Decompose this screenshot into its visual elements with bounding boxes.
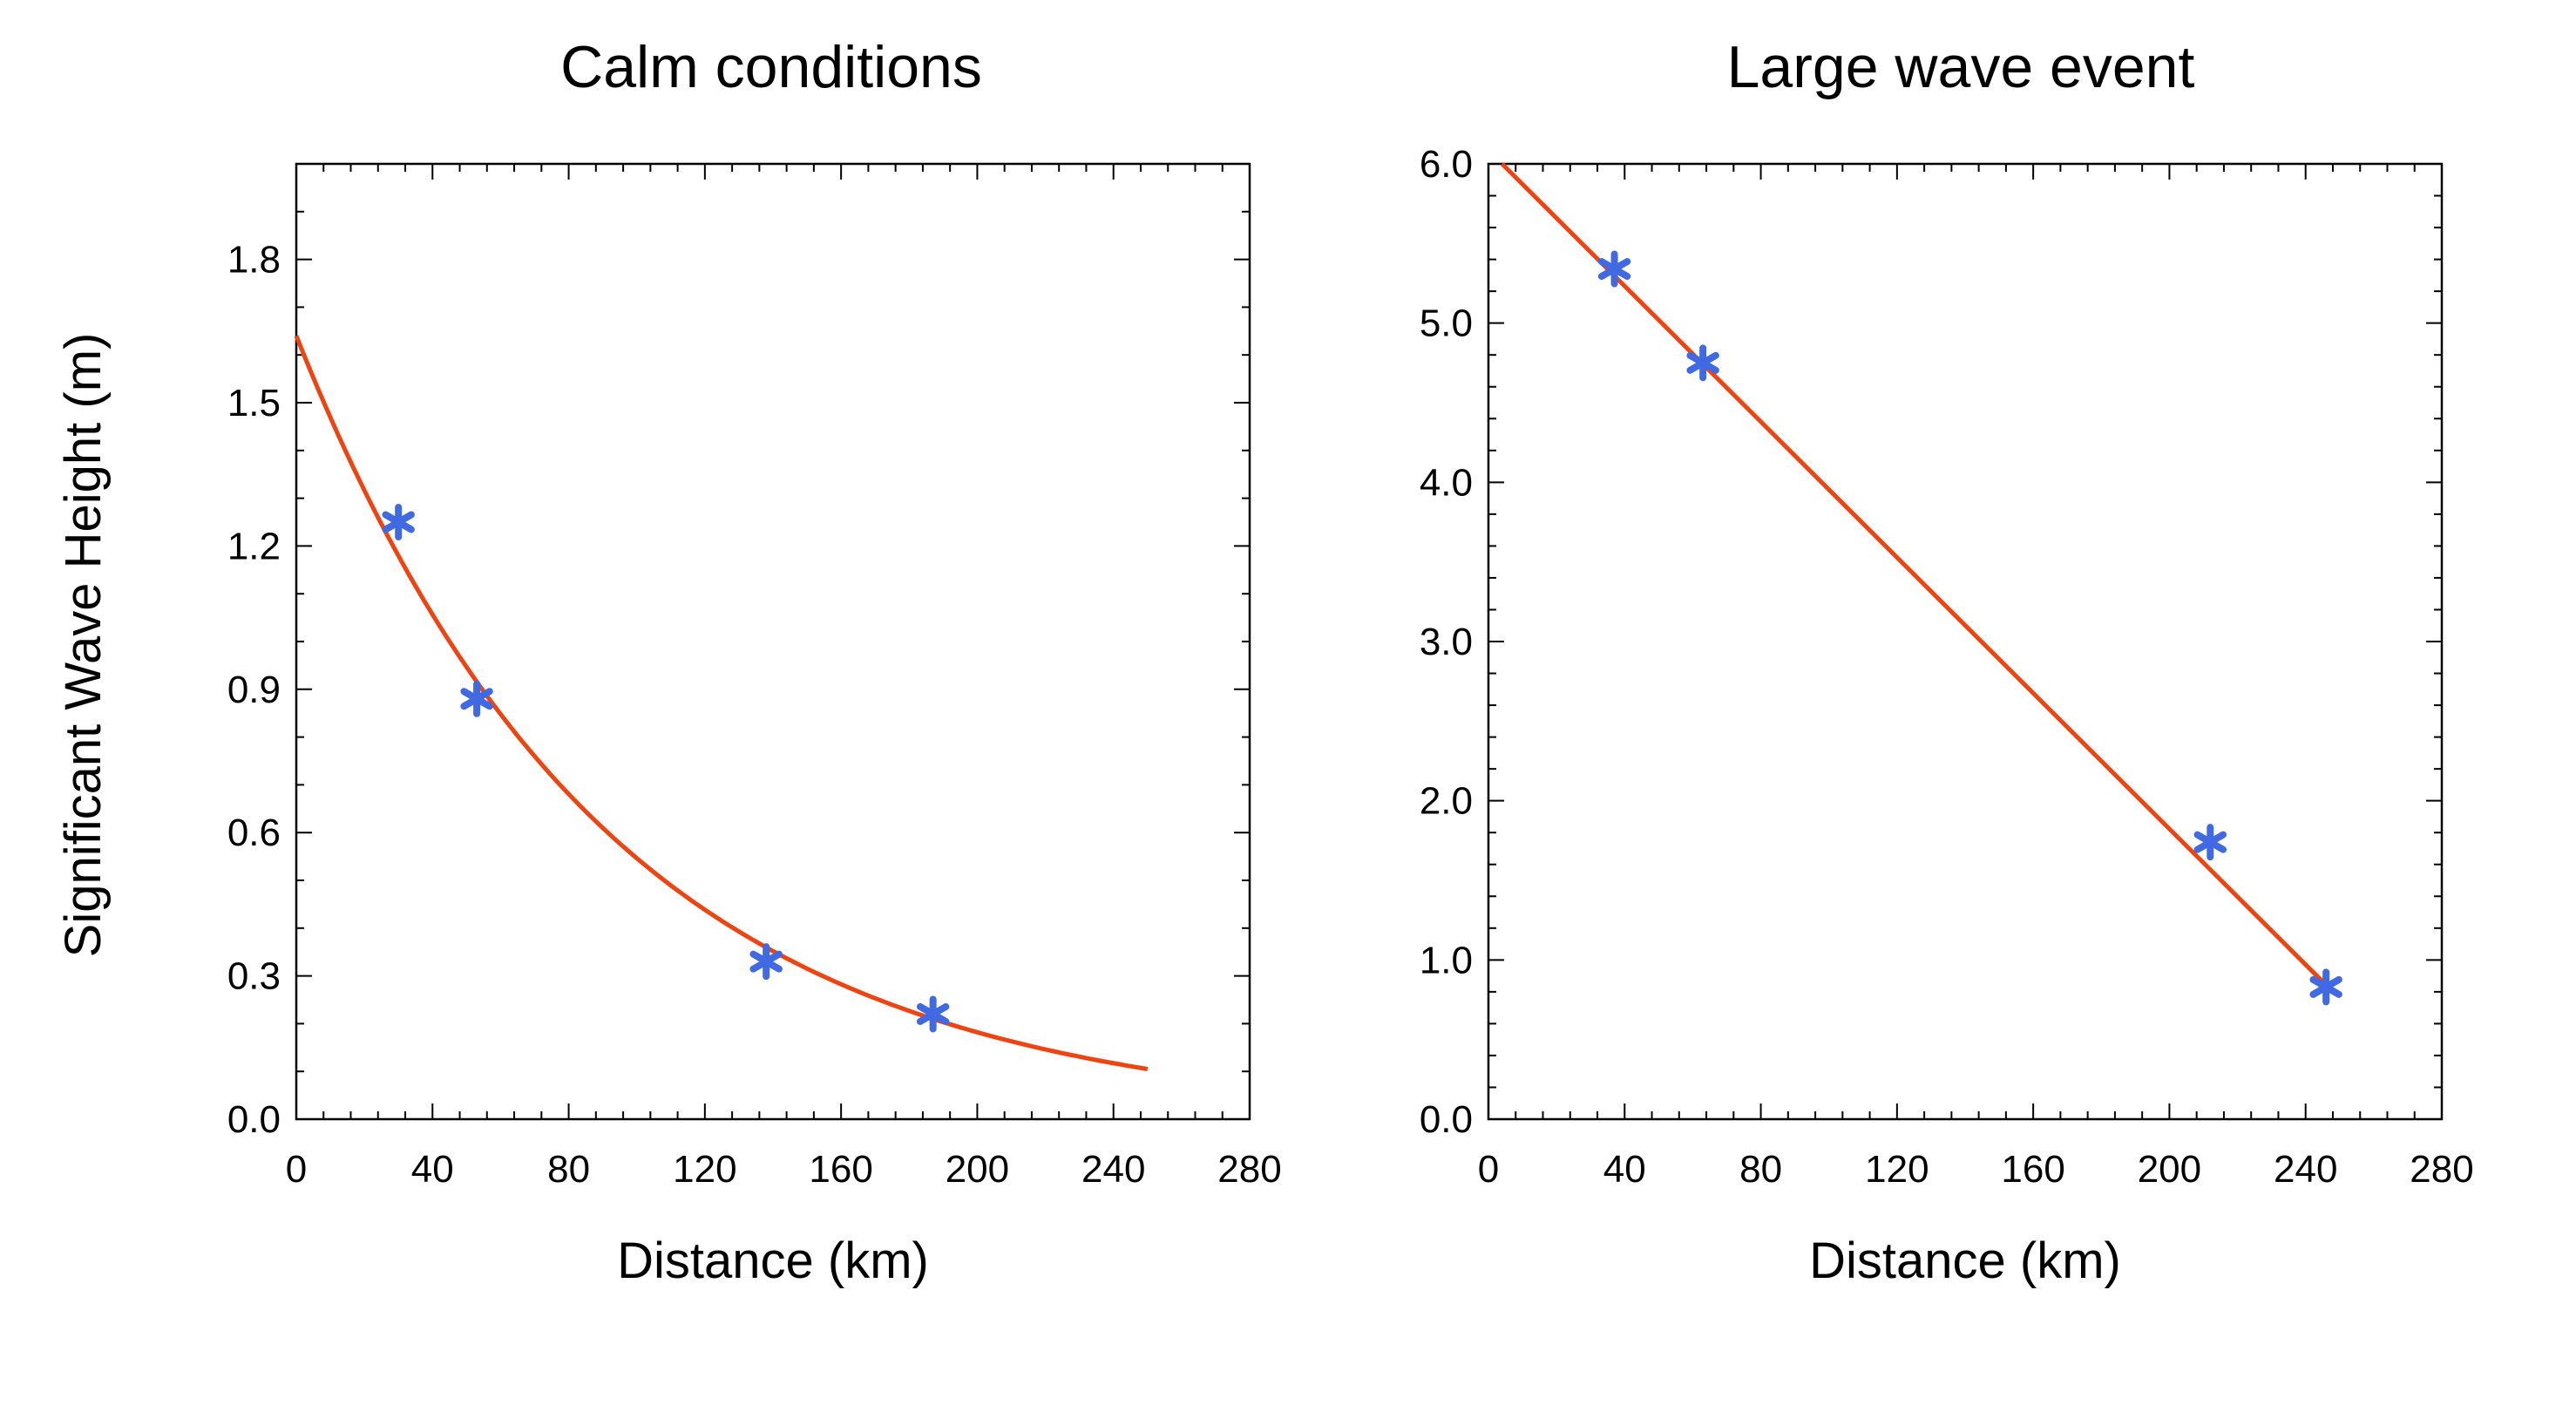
y-tick-label: 6.0 bbox=[1420, 143, 1473, 186]
marker-stroke bbox=[2309, 975, 2342, 998]
y-tick-label: 5.0 bbox=[1420, 302, 1473, 345]
x-tick-label: 160 bbox=[2001, 1148, 2064, 1191]
x-tick-label: 200 bbox=[2138, 1148, 2201, 1191]
y-tick-label: 1.0 bbox=[1420, 939, 1473, 981]
x-axis-label: Distance (km) bbox=[617, 1232, 929, 1289]
x-tick-labels: 0 40 80 120 160 200 240 280 bbox=[286, 1148, 1282, 1191]
data-point-marker bbox=[749, 943, 783, 981]
x-axis-label: Distance (km) bbox=[1809, 1232, 2121, 1289]
x-tick-label: 240 bbox=[1081, 1148, 1145, 1191]
data-point-marker bbox=[2193, 824, 2227, 861]
chart-title: Large wave event bbox=[1727, 34, 2195, 100]
y-tick-label: 0.0 bbox=[1420, 1098, 1473, 1141]
plot-frame bbox=[1487, 162, 2444, 1121]
y-tick-label: 0.0 bbox=[227, 1098, 281, 1141]
marker-stroke bbox=[749, 950, 783, 973]
x-tick-label: 280 bbox=[1217, 1148, 1281, 1191]
x-tick-label: 160 bbox=[809, 1148, 872, 1191]
y-tick-label: 0.6 bbox=[227, 811, 281, 854]
y-tick-label: 3.0 bbox=[1420, 621, 1473, 663]
plot-frame bbox=[295, 162, 1251, 1121]
x-tick-label: 80 bbox=[1739, 1148, 1782, 1191]
x-tick-label: 0 bbox=[1478, 1148, 1499, 1191]
x-tick-label: 120 bbox=[1865, 1148, 1929, 1191]
y-tick-label: 1.8 bbox=[227, 239, 281, 282]
panel-large-wave-event: Large wave event 0 40 80 120 160 200 240 280 0.… bbox=[1420, 34, 2474, 1289]
y-tick-label: 0.9 bbox=[227, 669, 281, 711]
axis-ticks bbox=[295, 163, 1251, 1120]
marker-stroke bbox=[1597, 258, 1631, 281]
y-tick-labels: 0.0 1.0 2.0 3.0 4.0 5.0 6.0 bbox=[1420, 143, 1473, 1141]
x-tick-label: 0 bbox=[286, 1148, 307, 1191]
data-points bbox=[382, 504, 950, 1033]
marker-stroke bbox=[382, 511, 415, 533]
y-tick-label: 1.2 bbox=[227, 525, 281, 567]
y-axis-label: Significant Wave Height (m) bbox=[55, 333, 112, 958]
data-point-marker bbox=[2309, 968, 2342, 1006]
data-point-marker bbox=[1686, 344, 1719, 382]
x-tick-label: 240 bbox=[2274, 1148, 2337, 1191]
y-tick-labels: 0.0 0.3 0.6 0.9 1.2 1.5 1.8 bbox=[227, 239, 281, 1141]
data-point-marker bbox=[382, 504, 415, 540]
marker-stroke bbox=[1686, 351, 1719, 374]
y-tick-label: 0.3 bbox=[227, 955, 281, 998]
data-points bbox=[1597, 250, 2342, 1006]
y-tick-label: 4.0 bbox=[1420, 461, 1473, 504]
y-tick-label: 1.5 bbox=[227, 382, 281, 424]
x-tick-label: 80 bbox=[547, 1148, 590, 1191]
x-tick-label: 40 bbox=[1603, 1148, 1646, 1191]
chart-title: Calm conditions bbox=[560, 34, 982, 100]
x-tick-label: 40 bbox=[411, 1148, 454, 1191]
x-tick-label: 280 bbox=[2410, 1148, 2473, 1191]
x-tick-label: 200 bbox=[946, 1148, 1009, 1191]
marker-stroke bbox=[916, 1002, 950, 1025]
y-tick-label: 2.0 bbox=[1420, 780, 1473, 823]
axis-ticks bbox=[1488, 163, 2443, 1120]
data-point-marker bbox=[460, 680, 493, 717]
fit-curve bbox=[294, 335, 1149, 1071]
x-tick-labels: 0 40 80 120 160 200 240 280 bbox=[1478, 1148, 2474, 1191]
data-point-marker bbox=[916, 995, 950, 1033]
panel-calm-conditions: Calm conditions 0 40 80 120 160 200 240 280 0.0… bbox=[55, 34, 1282, 1289]
fit-line bbox=[1500, 162, 2335, 994]
marker-stroke bbox=[2193, 831, 2227, 853]
marker-stroke bbox=[460, 688, 493, 710]
x-tick-label: 120 bbox=[673, 1148, 736, 1191]
data-point-marker bbox=[1597, 250, 1631, 288]
